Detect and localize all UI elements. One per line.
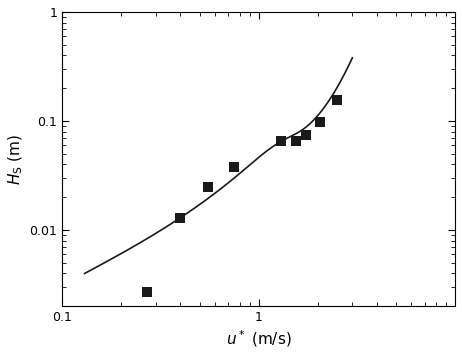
Point xyxy=(277,138,285,144)
Point xyxy=(333,98,340,103)
Point xyxy=(177,215,184,220)
Point xyxy=(303,132,310,137)
X-axis label: $u^*$ (m/s): $u^*$ (m/s) xyxy=(226,328,292,349)
Point xyxy=(143,289,151,295)
Point xyxy=(292,138,300,144)
Y-axis label: $H_\mathrm{S}$ (m): $H_\mathrm{S}$ (m) xyxy=(7,134,25,185)
Point xyxy=(204,184,211,189)
Point xyxy=(231,164,238,170)
Point xyxy=(316,120,323,125)
